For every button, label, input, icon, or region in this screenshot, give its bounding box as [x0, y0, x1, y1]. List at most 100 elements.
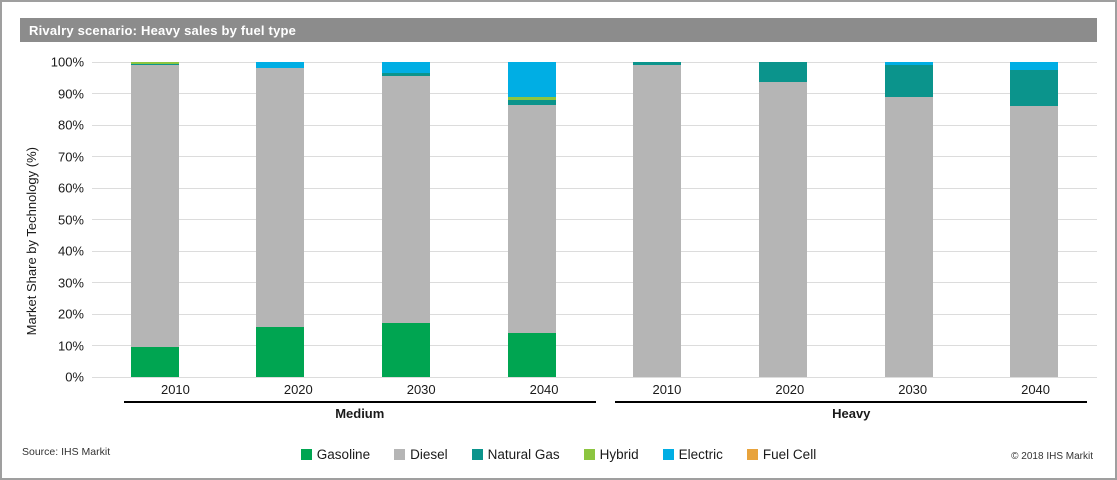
- chart-footer: Source: IHS Markit Gasoline Diesel Natural…: [2, 442, 1115, 464]
- x-tick-label: 2020: [775, 382, 805, 397]
- gridline: [92, 61, 1097, 63]
- gridline: [92, 376, 1097, 378]
- y-axis-label: Market Share by Technology (%): [23, 147, 39, 336]
- legend-swatch-fuel-cell: [746, 449, 758, 460]
- x-axis-group-medium: 2010 2020 2030 2040 Medium: [114, 377, 606, 421]
- source-note: Source: IHS Markit: [22, 446, 111, 458]
- bar-segment-electric: [884, 62, 933, 65]
- bar-segment-gasoline: [130, 347, 179, 377]
- bar-segment-natural-gas: [884, 64, 933, 97]
- bar-segment-gasoline: [507, 332, 556, 377]
- x-tick-row-medium: 2010 2020 2030 2040: [114, 382, 606, 397]
- chart-main: 100% 90% 80% 70% 60% 50% 40% 30% 20% 10% 0% 2010 20…: [42, 55, 1097, 421]
- bar-segment-hybrid: [507, 96, 556, 100]
- legend-swatch-natural-gas: [471, 449, 483, 460]
- x-tick-label: 2040: [1021, 382, 1051, 397]
- bar-segment-electric: [256, 62, 305, 69]
- bar-medium-2030: [382, 62, 431, 377]
- x-axis: 2010 2020 2030 2040 Medium 2010 2020 2030 2040…: [114, 377, 1097, 421]
- legend-swatch-diesel: [394, 449, 406, 460]
- y-tick-label: 0%: [65, 369, 84, 385]
- bar-segment-natural-gas: [1010, 69, 1059, 107]
- y-tick-label: 70%: [57, 149, 84, 164]
- y-tick-label: 20%: [57, 306, 84, 322]
- bar-segment-diesel: [507, 104, 556, 333]
- bar-segment-gasoline: [382, 323, 431, 377]
- bar-segment-diesel: [758, 82, 807, 377]
- bar-segment-electric: [1010, 62, 1059, 70]
- gridline: [92, 345, 1097, 346]
- bar-segment-hybrid: [130, 62, 179, 65]
- legend-swatch-electric: [662, 449, 674, 460]
- y-tick-label: 60%: [57, 180, 84, 196]
- bar-segment-diesel: [884, 96, 933, 377]
- gridline: [92, 156, 1097, 157]
- y-tick-label: 100%: [50, 54, 84, 70]
- y-tick-label: 30%: [57, 275, 84, 290]
- group-label-heavy: Heavy: [832, 406, 871, 421]
- bar-medium-2010: [130, 62, 179, 377]
- legend-label: Electric: [678, 447, 723, 462]
- x-tick-label: 2010: [652, 382, 682, 397]
- x-tick-label: 2040: [529, 382, 559, 397]
- x-tick-label: 2010: [160, 382, 190, 397]
- y-tick-label: 90%: [57, 86, 84, 101]
- legend-label: Hybrid: [599, 447, 639, 462]
- bar-group-heavy: [595, 62, 1098, 377]
- legend-swatch-hybrid: [583, 449, 595, 460]
- bar-group-medium: [92, 62, 595, 377]
- group-axis-line-heavy: [615, 401, 1088, 403]
- bars-layer: [92, 62, 1097, 377]
- legend-item-electric: Electric: [662, 447, 723, 462]
- legend-item-diesel: Diesel: [394, 447, 448, 462]
- y-tick-label: 50%: [57, 212, 84, 227]
- legend-item-gasoline: Gasoline: [300, 447, 371, 462]
- bar-heavy-2020: [758, 62, 807, 377]
- bar-segment-gasoline: [256, 326, 305, 377]
- y-tick-label: 10%: [57, 338, 84, 353]
- legend-label: Fuel Cell: [762, 447, 817, 462]
- legend-label: Gasoline: [316, 447, 371, 462]
- bar-segment-natural-gas: [130, 64, 179, 66]
- chart-area: Market Share by Technology (%) 100% 90% 80…: [20, 55, 1097, 421]
- bar-segment-electric: [382, 62, 431, 74]
- legend: Gasoline Diesel Natural Gas Hybrid Electric F…: [2, 447, 1115, 462]
- x-tick-label: 2030: [406, 382, 436, 397]
- bar-heavy-2040: [1010, 62, 1059, 377]
- gridline: [92, 219, 1097, 220]
- plot-area: [92, 61, 1097, 378]
- gridline: [92, 282, 1097, 283]
- legend-label: Natural Gas: [487, 447, 560, 462]
- copyright-note: © 2018 IHS Markit: [1011, 451, 1093, 462]
- bar-segment-diesel: [130, 65, 179, 348]
- y-axis-ticks: 100% 90% 80% 70% 60% 50% 40% 30% 20% 10% 0%: [42, 55, 92, 385]
- group-axis-line-medium: [123, 401, 596, 403]
- bar-segment-natural-gas: [382, 73, 431, 76]
- gridline: [92, 187, 1097, 189]
- x-axis-group-heavy: 2010 2020 2030 2040 Heavy: [606, 377, 1098, 421]
- legend-item-hybrid: Hybrid: [583, 447, 639, 462]
- bar-segment-diesel: [256, 68, 305, 327]
- chart-title: Rivalry scenario: Heavy sales by fuel ty…: [29, 22, 297, 38]
- legend-label: Diesel: [410, 447, 448, 462]
- bar-segment-diesel: [1010, 106, 1059, 377]
- y-tick-label: 40%: [57, 243, 84, 259]
- bar-medium-2020: [256, 62, 305, 377]
- bar-segment-diesel: [633, 64, 682, 377]
- y-tick-label: 80%: [57, 117, 84, 133]
- chart-title-bar: Rivalry scenario: Heavy sales by fuel ty…: [20, 18, 1097, 42]
- gridline: [92, 313, 1097, 315]
- gridline: [92, 93, 1097, 94]
- legend-swatch-gasoline: [300, 449, 312, 460]
- legend-item-natural-gas: Natural Gas: [471, 447, 560, 462]
- bar-heavy-2010: [633, 62, 682, 377]
- x-tick-row-heavy: 2010 2020 2030 2040: [606, 382, 1098, 397]
- bar-segment-electric: [507, 62, 556, 97]
- group-label-medium: Medium: [335, 406, 385, 421]
- bar-segment-diesel: [382, 75, 431, 324]
- bar-segment-natural-gas: [507, 99, 556, 105]
- bar-medium-2040: [507, 62, 556, 377]
- gridline: [92, 250, 1097, 252]
- legend-item-fuel-cell: Fuel Cell: [746, 447, 817, 462]
